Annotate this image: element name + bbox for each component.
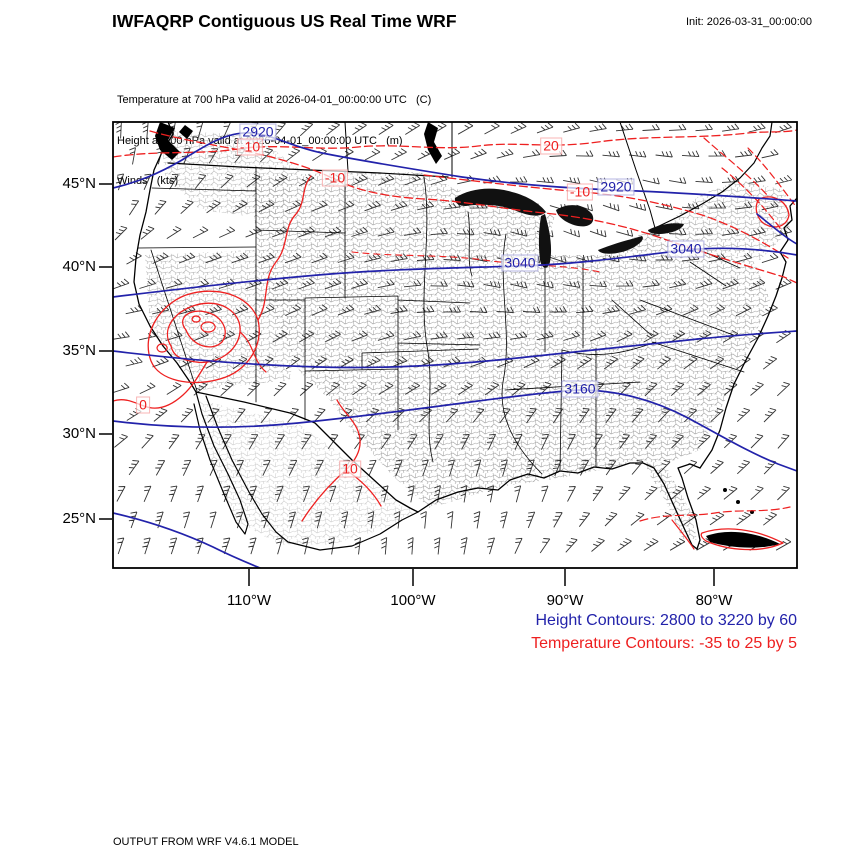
lon-axis-label: 80°W: [695, 592, 733, 609]
lake-huron: [556, 205, 594, 227]
map-frame: [112, 121, 798, 569]
height-contour-label: 2920: [239, 123, 277, 141]
baja-peninsula: [193, 391, 249, 535]
height-contour-label: 3160: [561, 380, 599, 398]
temperature-contour-label: 10: [339, 460, 361, 478]
page-title: IWFAQRP Contiguous US Real Time WRF: [112, 11, 457, 31]
height-contour-label: 2920: [597, 178, 635, 196]
lat-axis-label: 45°N: [62, 175, 96, 192]
lake-erie: [598, 236, 643, 254]
wind-barb-field: [113, 122, 793, 555]
init-time: Init: 2026-03-31_00:00:00: [686, 16, 812, 28]
model-footer: OUTPUT FROM WRF V4.6.1 MODEL WE = 580 ; …: [113, 809, 546, 850]
height-contour-label: 3040: [501, 254, 539, 272]
lake-winnipeg: [424, 122, 442, 164]
us-canada-border: [167, 162, 449, 178]
canada-province-borders: [344, 122, 656, 229]
geography-layer: [133, 122, 797, 551]
temperature-field-label: Temperature at 700 hPa valid at 2026-04-…: [117, 94, 432, 106]
legend-height: Height Contours: 2800 to 3220 by 60: [535, 612, 797, 629]
lake-superior: [454, 188, 546, 216]
st-lawrence-border: [654, 122, 773, 229]
atlantic-coastline: [699, 197, 797, 469]
lat-axis-label: 25°N: [62, 510, 96, 527]
cuba: [706, 531, 780, 548]
height-contours: [113, 132, 797, 568]
temperature-contour-label: -10: [236, 138, 264, 156]
lon-axis-label: 110°W: [226, 592, 272, 609]
bahamas-island: [723, 488, 727, 492]
temperature-contour-label: -10: [321, 169, 349, 187]
temperature-contour-label: -10: [566, 183, 594, 201]
legend-temperature: Temperature Contours: -35 to 25 by 5: [531, 635, 797, 652]
lat-axis-label: 35°N: [62, 342, 96, 359]
height-contour-label: 3040: [667, 240, 705, 258]
temperature-contour-label: 20: [540, 137, 562, 155]
gulf-coastline: [417, 462, 701, 550]
axis-ticks: [99, 183, 715, 586]
lon-axis-label: 100°W: [390, 592, 436, 609]
lake-ontario: [648, 223, 684, 234]
us-mexico-border: [195, 391, 419, 513]
temperature-contour-label: 0: [136, 396, 150, 414]
footer-model-line: OUTPUT FROM WRF V4.6.1 MODEL: [113, 836, 299, 848]
mexico-west-coast: [205, 395, 419, 551]
bc-coast-islands: [155, 122, 193, 160]
lon-axis-label: 90°W: [546, 592, 584, 609]
lat-axis-label: 30°N: [62, 425, 96, 442]
lat-axis-label: 40°N: [62, 258, 96, 275]
lake-michigan: [538, 214, 552, 268]
state-borders: [137, 166, 745, 475]
bahamas-island: [736, 500, 740, 504]
